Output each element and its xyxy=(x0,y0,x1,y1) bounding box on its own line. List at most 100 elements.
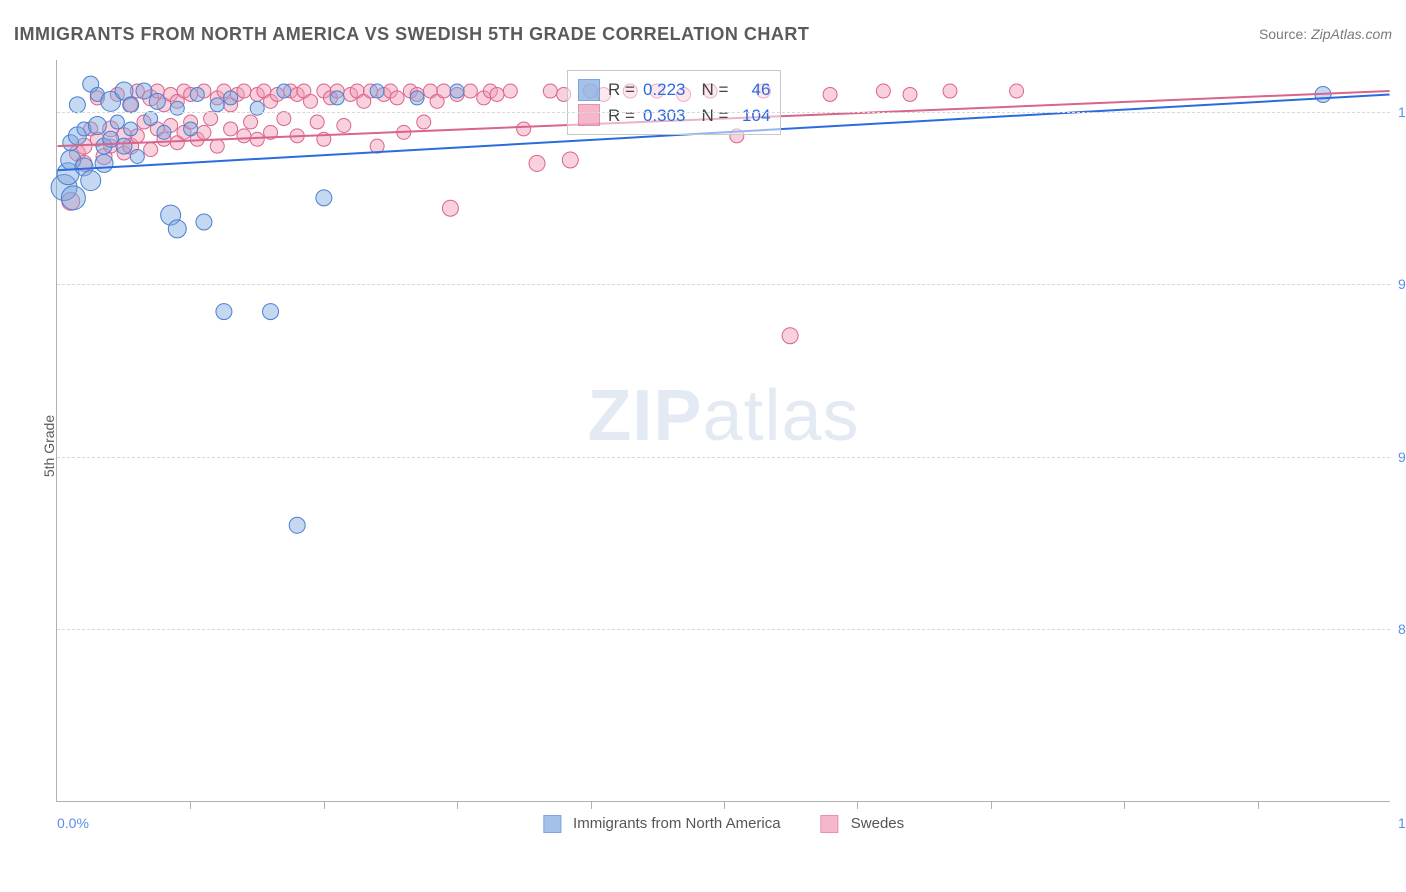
source-link[interactable]: ZipAtlas.com xyxy=(1311,26,1392,42)
legend-label-na: Immigrants from North America xyxy=(573,815,781,832)
data-point xyxy=(250,101,264,115)
n-value-sw: 104 xyxy=(736,103,770,129)
x-tick-mark xyxy=(457,801,458,809)
data-point xyxy=(543,84,557,98)
data-point xyxy=(450,84,464,98)
legend-swatch-na xyxy=(578,79,600,101)
x-tick-mark xyxy=(1124,801,1125,809)
data-point xyxy=(316,190,332,206)
x-tick-mark xyxy=(591,801,592,809)
x-tick-mark xyxy=(324,801,325,809)
data-point xyxy=(184,122,198,136)
data-point xyxy=(442,200,458,216)
data-point xyxy=(250,132,264,146)
data-point xyxy=(370,84,384,98)
data-point xyxy=(562,152,578,168)
data-point xyxy=(529,155,545,171)
data-point xyxy=(823,87,837,101)
data-point xyxy=(437,84,451,98)
data-point xyxy=(224,91,238,105)
y-tick-label: 85.0% xyxy=(1392,621,1406,637)
x-tick-mark xyxy=(190,801,191,809)
data-point xyxy=(490,87,504,101)
data-point xyxy=(337,118,351,132)
data-point xyxy=(149,93,165,109)
gridline-h xyxy=(57,629,1390,630)
legend-item-sw: Swedes xyxy=(821,815,905,833)
source-attribution: Source: ZipAtlas.com xyxy=(1259,26,1392,42)
legend-row-na: R = 0.223 N = 46 xyxy=(578,77,770,103)
chart-title: IMMIGRANTS FROM NORTH AMERICA VS SWEDISH… xyxy=(14,24,809,45)
data-point xyxy=(244,115,258,129)
legend-item-na: Immigrants from North America xyxy=(543,815,781,833)
gridline-h xyxy=(57,112,1390,113)
legend-label-sw: Swedes xyxy=(851,815,904,832)
data-point xyxy=(170,101,184,115)
y-tick-label: 95.0% xyxy=(1392,276,1406,292)
data-point xyxy=(124,122,138,136)
n-value-na: 46 xyxy=(736,77,770,103)
plot-area: ZIPatlas R = 0.223 N = 46 R = 0.303 N = … xyxy=(56,60,1390,802)
x-tick-mark xyxy=(1258,801,1259,809)
data-point xyxy=(330,91,344,105)
x-tick-0: 0.0% xyxy=(57,815,89,831)
data-point xyxy=(130,150,144,164)
gridline-h xyxy=(57,457,1390,458)
x-tick-100: 100.0% xyxy=(1392,815,1406,831)
gridline-h xyxy=(57,284,1390,285)
data-point xyxy=(943,84,957,98)
r-label: R = xyxy=(608,103,635,129)
data-point xyxy=(197,125,211,139)
data-point xyxy=(463,84,477,98)
legend-row-sw: R = 0.303 N = 104 xyxy=(578,103,770,129)
r-label: R = xyxy=(608,77,635,103)
source-label: Source: xyxy=(1259,26,1307,42)
data-point xyxy=(503,84,517,98)
x-tick-mark xyxy=(857,801,858,809)
y-tick-label: 100.0% xyxy=(1392,104,1406,120)
data-point xyxy=(144,143,158,157)
data-point xyxy=(216,304,232,320)
data-point xyxy=(782,328,798,344)
series-legend: Immigrants from North America Swedes xyxy=(543,815,904,833)
data-point xyxy=(210,139,224,153)
data-point xyxy=(517,122,531,136)
data-point xyxy=(903,87,917,101)
legend-swatch-na xyxy=(543,815,561,833)
y-tick-label: 90.0% xyxy=(1392,449,1406,465)
data-point xyxy=(157,125,171,139)
n-label: N = xyxy=(701,77,728,103)
data-point xyxy=(277,84,291,98)
data-point xyxy=(263,304,279,320)
legend-swatch-sw xyxy=(578,104,600,126)
x-tick-mark xyxy=(724,801,725,809)
data-point xyxy=(876,84,890,98)
r-value-na: 0.223 xyxy=(643,77,686,103)
n-label: N = xyxy=(701,103,728,129)
data-point xyxy=(136,83,152,99)
data-point xyxy=(81,171,101,191)
data-point xyxy=(110,115,124,129)
legend-swatch-sw xyxy=(821,815,839,833)
r-value-sw: 0.303 xyxy=(643,103,686,129)
data-point xyxy=(123,97,139,113)
data-point xyxy=(304,94,318,108)
x-tick-mark xyxy=(991,801,992,809)
data-point xyxy=(237,84,251,98)
data-point xyxy=(190,87,204,101)
data-point xyxy=(168,220,186,238)
data-point xyxy=(204,112,218,126)
data-point xyxy=(417,115,431,129)
data-point xyxy=(289,517,305,533)
data-point xyxy=(1010,84,1024,98)
data-point xyxy=(277,112,291,126)
data-point xyxy=(69,97,85,113)
data-point xyxy=(95,154,113,172)
data-point xyxy=(310,115,324,129)
y-axis-label: 5th Grade xyxy=(41,415,57,477)
data-point xyxy=(410,91,424,105)
scatter-svg xyxy=(57,60,1390,801)
correlation-legend: R = 0.223 N = 46 R = 0.303 N = 104 xyxy=(567,70,781,135)
data-point xyxy=(88,116,106,134)
data-point xyxy=(390,91,404,105)
